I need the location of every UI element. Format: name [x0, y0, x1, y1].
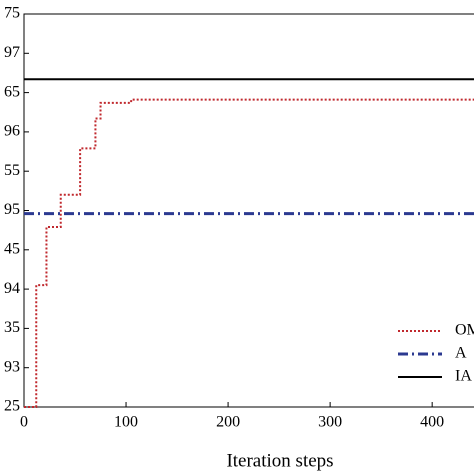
x-tick-label: 200: [216, 414, 240, 431]
x-tick-label: 400: [420, 414, 444, 431]
y-tick-label: 45: [4, 240, 20, 257]
x-tick-label: 300: [318, 414, 342, 431]
legend-label: A: [455, 345, 467, 362]
y-tick-label: 93: [4, 358, 20, 375]
x-tick-label: 100: [114, 414, 138, 431]
x-axis-label: Iteration steps: [226, 450, 333, 471]
legend-label: OM: [455, 322, 474, 339]
y-tick-label: 35: [4, 319, 20, 336]
y-tick-label: 97: [4, 44, 20, 61]
y-tick-label: 95: [4, 201, 20, 218]
y-tick-label: 94: [4, 280, 20, 297]
x-tick-label: 0: [20, 414, 28, 431]
y-tick-label: 75: [4, 5, 20, 22]
legend-label: IA: [455, 368, 472, 385]
y-tick-label: 55: [4, 162, 20, 179]
plot-frame: [23, 13, 474, 408]
series-line: [24, 98, 474, 408]
y-tick-label: 65: [4, 83, 20, 100]
y-tick-label: 25: [4, 398, 20, 415]
y-tick-label: 96: [4, 123, 20, 140]
